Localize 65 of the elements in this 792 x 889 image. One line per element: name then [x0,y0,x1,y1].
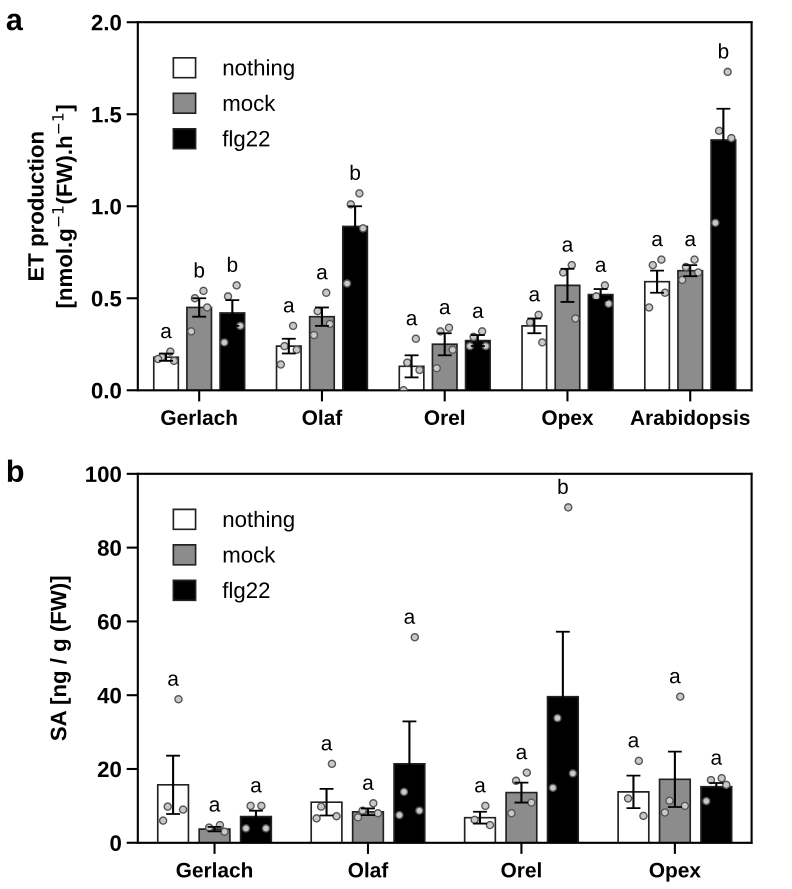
annotation: a [322,739,332,750]
legend-label: nothing [224,59,294,80]
y-tick-label: 20 [98,762,121,778]
bar [521,325,548,390]
annotation: a [440,302,450,314]
annotation: a [475,781,486,793]
annotation: a [210,800,220,812]
annotation: b [228,256,238,272]
annotation: a [251,781,262,793]
annotation: a [670,672,681,684]
x-tick-label: Orel [501,862,541,878]
bar [554,284,581,390]
annotation: a [168,674,179,686]
annotation: a [529,290,540,302]
x-tick-label: Arabidopsis [630,410,750,430]
annotation: a [562,240,574,252]
annotation: a [284,301,295,313]
annotation: b [718,43,728,59]
y-tick-label: 0.5 [92,290,122,307]
x-tick-label: Orel [424,410,464,426]
annotation: a [404,612,416,624]
chart-title: b [8,460,24,482]
y-tick-label: 1.0 [92,198,121,215]
bar [617,791,650,843]
y-tick-label: 0 [110,835,121,852]
x-tick-label: Opex [542,410,594,430]
annotation: a [317,268,328,280]
annotation: a [516,748,528,760]
annotation: b [194,262,204,278]
annotation: a [685,234,696,246]
x-tick-label: Opex [650,862,701,882]
chart-title: a [6,14,24,30]
y-tick-label: 0.0 [92,382,121,399]
x-tick-label: Olaf [302,410,342,426]
y-tick-label: 40 [97,688,121,704]
legend-label: mock [224,94,276,112]
x-tick-label: Gerlach [161,410,237,426]
bar [644,280,670,390]
annotation: a [596,260,606,272]
annotation: b [558,478,568,494]
annotation: a [628,736,640,748]
legend-label: flg22 [222,582,270,603]
x-tick-label: Olaf [348,862,388,878]
legend-label: mock [224,546,276,563]
annotation: a [363,778,374,790]
y-tick-label: 2.0 [92,14,121,30]
annotation: a [406,314,418,326]
annotation: a [711,753,722,765]
y-tick-label: 100 [86,466,121,482]
y-tick-label: 60 [98,614,121,630]
bar [505,792,538,843]
bar [186,306,212,390]
y-axis-title: SA [ng / g (FW)] [50,576,71,741]
y-tick-label: 80 [98,540,121,556]
annotation: a [472,306,484,318]
y-tick-label: 1.5 [92,107,122,123]
bar [308,316,336,390]
annotation: a [652,234,663,246]
y-axis-title: ET production [nmol.g$^{−1}$(FW).h$^{−1}$] [27,105,77,308]
legend-label: flg22 [222,130,270,151]
annotation: a [161,326,172,338]
annotation: b [350,164,360,180]
legend-label: nothing [224,510,294,532]
bar [677,270,704,390]
x-tick-label: Gerlach [176,862,252,878]
